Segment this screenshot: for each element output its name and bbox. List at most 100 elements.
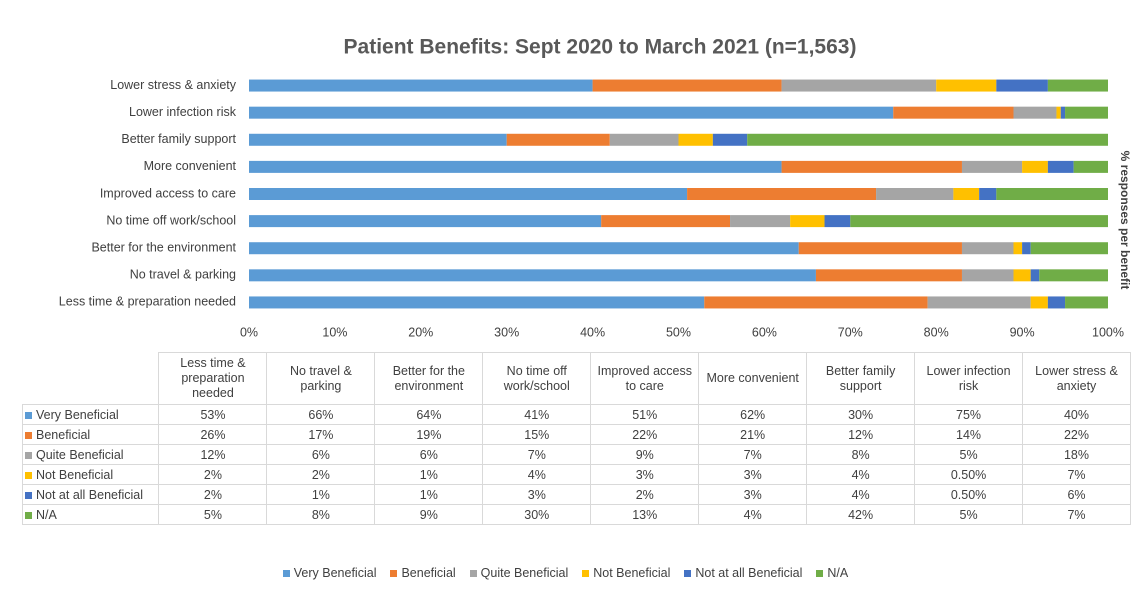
bar-segment [996, 188, 1108, 200]
legend: Very Beneficial Beneficial Quite Beneficia… [0, 566, 1131, 580]
bar-segment [850, 215, 1108, 228]
x-tick-label: 50% [666, 325, 691, 339]
table-cell: 12% [158, 444, 268, 465]
table-cell: 15% [482, 424, 592, 445]
bar-segment [781, 160, 962, 173]
x-tick-label: 90% [1010, 325, 1035, 339]
bar-segment [824, 215, 851, 228]
table-header: Better family support [806, 352, 916, 405]
table-cell: 7% [698, 444, 808, 465]
x-tick-label: 100% [1092, 325, 1124, 339]
bar-segment [961, 160, 1023, 173]
legend-label: N/A [827, 566, 849, 580]
legend-label: Not Beneficial [593, 566, 671, 580]
table-cell: 51% [590, 404, 700, 425]
x-tick-label: 0% [240, 325, 258, 339]
bar-segment [506, 133, 610, 146]
table-cell: 18% [1022, 444, 1131, 465]
row-header: Beneficial [21, 424, 160, 445]
bar-segment [953, 188, 980, 200]
bar-segment [1022, 242, 1031, 255]
bar-segment [1030, 296, 1048, 309]
bar-segment [1013, 269, 1031, 282]
y-tick-label: Lower infection risk [129, 105, 237, 119]
bar-segment [1073, 160, 1108, 173]
bar-segment [678, 133, 713, 146]
swatch [25, 411, 32, 419]
y-tick-label: Better family support [121, 132, 236, 146]
legend-label: Very Beneficial [293, 566, 377, 580]
legend-item: Beneficial [390, 566, 456, 580]
bar-segment [893, 106, 1014, 119]
legend-swatch [582, 569, 590, 577]
bar-segment [1030, 242, 1108, 255]
legend-swatch [816, 569, 824, 577]
bar-segment [249, 296, 705, 309]
row-header: Not Beneficial [21, 464, 160, 485]
x-tick-label: 80% [924, 325, 949, 339]
bar-segment [249, 79, 593, 92]
y-tick-label: Better for the environment [91, 241, 236, 255]
bar-segment [979, 188, 997, 200]
table-row: Beneficial 26% 17% 19% 15% 22% 21% 12% 14% 22% [21, 424, 1131, 445]
bar-segment [815, 269, 962, 282]
bar-segment [592, 79, 782, 92]
bar-segment [1013, 106, 1057, 119]
swatch [25, 471, 32, 479]
y-tick-label: More convenient [144, 159, 237, 173]
table-cell: 75% [914, 404, 1024, 425]
table-cell: 3% [698, 484, 808, 505]
bar-segment [1030, 269, 1040, 282]
table-cell: 26% [158, 424, 268, 445]
legend-item: Not Beneficial [582, 566, 670, 580]
x-tick-label: 30% [494, 325, 519, 339]
table-cell: 3% [590, 464, 700, 485]
data-table: Less time & preparation needed No travel … [21, 352, 1131, 525]
legend-item: Very Beneficial [282, 566, 377, 580]
table-cell: 6% [1022, 484, 1131, 505]
table-cell: 40% [1022, 404, 1131, 425]
table-header: Improved access to care [590, 352, 700, 405]
legend-label: Beneficial [401, 566, 456, 580]
table-cell: 3% [482, 484, 592, 505]
table-row: Quite Beneficial 12% 6% 6% 7% 9% 7% 8% 5% 18% [21, 444, 1131, 465]
bar-segment [249, 188, 688, 200]
chart: Patient Benefits: Sept 2020 to March 202… [59, 36, 1131, 340]
bar-segment [790, 215, 825, 228]
bar-segment [249, 215, 602, 228]
bar-segment [712, 133, 748, 146]
table-cell: 64% [374, 404, 484, 425]
row-header: Not at all Beneficial [21, 484, 160, 505]
table-cell: 66% [266, 404, 376, 425]
bar-segment [1047, 79, 1108, 92]
table-cell: 62% [698, 404, 808, 425]
x-tick-label: 60% [752, 325, 777, 339]
table-cell: 8% [806, 444, 916, 465]
table-cell: 7% [482, 444, 592, 465]
legend-label: Not at all Beneficial [695, 566, 803, 580]
bar-segment [704, 296, 928, 309]
legend-swatch [469, 569, 477, 577]
table-cell: 41% [482, 404, 592, 425]
table-cell: 4% [806, 484, 916, 505]
row-label: Not at all Beneficial [36, 487, 144, 502]
legend-item: Not at all Beneficial [684, 566, 802, 580]
table-cell: 3% [698, 464, 808, 485]
bar-segment [747, 133, 1108, 146]
table-cell: 2% [590, 484, 700, 505]
row-label: Beneficial [36, 427, 91, 442]
table-cell: 4% [806, 464, 916, 485]
row-header: Quite Beneficial [21, 444, 160, 465]
table-cell: 42% [806, 504, 916, 525]
table-cell: 7% [1022, 464, 1131, 485]
table-cell: 53% [158, 404, 268, 425]
table-row: N/A 5% 8% 9% 30% 13% 4% 42% 5% 7% [21, 504, 1131, 525]
table-row: Very Beneficial 53% 66% 64% 41% 51% 62% 30% 75% 4… [21, 404, 1131, 425]
table-cell: 5% [914, 444, 1024, 465]
legend-swatch [282, 569, 290, 577]
table-cell: 5% [914, 504, 1024, 525]
x-tick-label: 10% [322, 325, 347, 339]
swatch [25, 431, 32, 439]
table-cell: 4% [698, 504, 808, 525]
bar-segment [249, 106, 894, 119]
